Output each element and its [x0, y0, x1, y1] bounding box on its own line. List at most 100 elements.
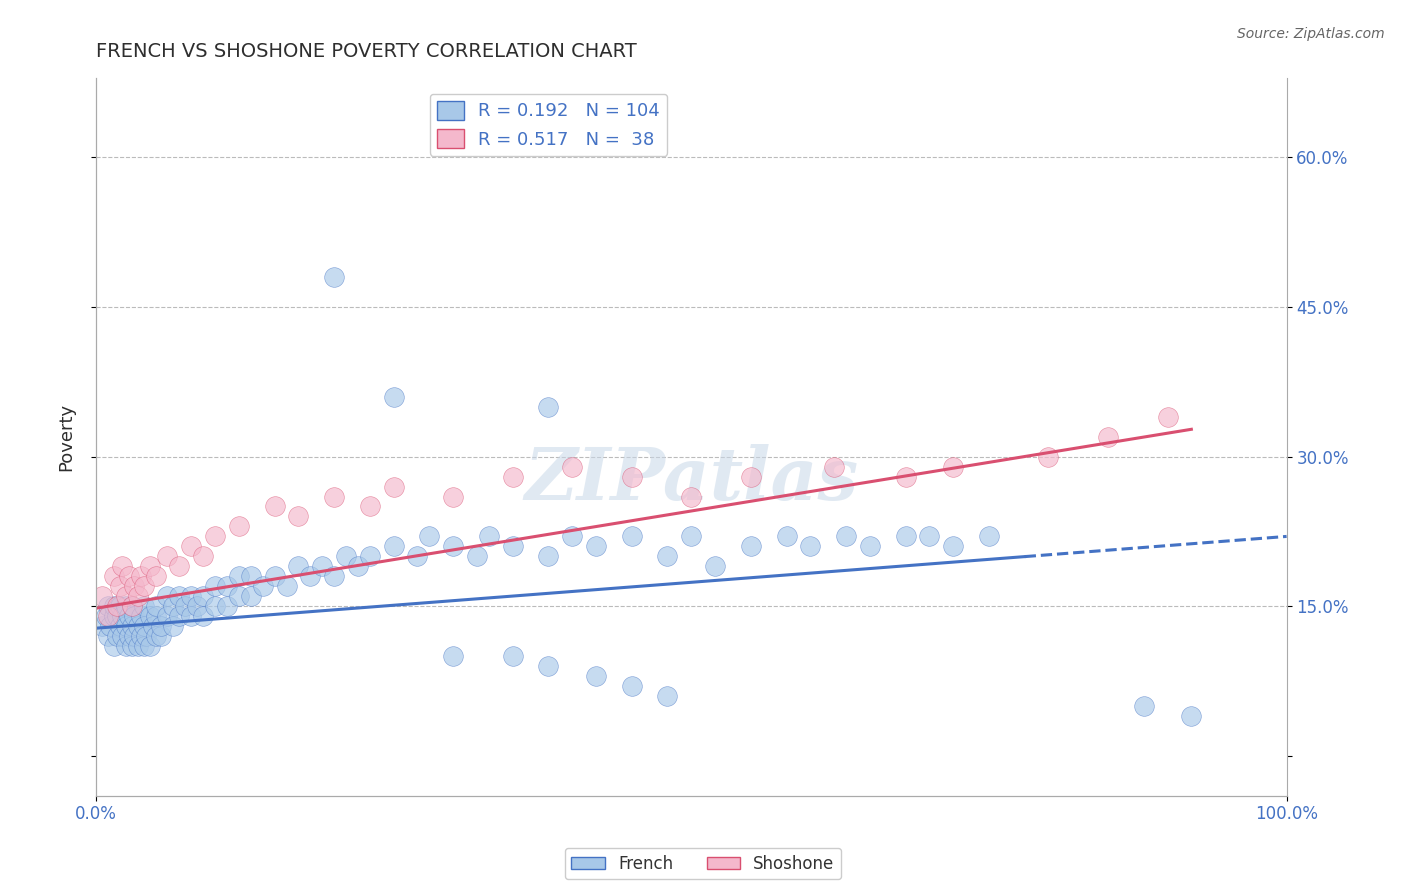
- Point: [111, 609, 134, 624]
- Point: [186, 599, 208, 614]
- Point: [441, 490, 464, 504]
- Point: [311, 559, 333, 574]
- Point: [478, 529, 501, 543]
- Point: [191, 609, 214, 624]
- Point: [740, 469, 762, 483]
- Point: [406, 549, 429, 564]
- Point: [835, 529, 858, 543]
- Point: [138, 559, 160, 574]
- Point: [382, 479, 405, 493]
- Point: [620, 679, 643, 693]
- Point: [323, 569, 346, 583]
- Point: [180, 609, 202, 624]
- Point: [108, 619, 131, 633]
- Point: [132, 619, 155, 633]
- Point: [121, 639, 143, 653]
- Point: [215, 599, 238, 614]
- Point: [441, 649, 464, 664]
- Point: [441, 540, 464, 554]
- Point: [263, 569, 285, 583]
- Point: [347, 559, 370, 574]
- Point: [156, 589, 179, 603]
- Point: [335, 549, 357, 564]
- Point: [561, 529, 583, 543]
- Point: [135, 629, 157, 643]
- Point: [103, 639, 125, 653]
- Point: [894, 469, 917, 483]
- Y-axis label: Poverty: Poverty: [58, 402, 75, 471]
- Point: [585, 669, 607, 683]
- Point: [323, 270, 346, 285]
- Point: [97, 629, 120, 643]
- Point: [127, 589, 149, 603]
- Point: [287, 559, 309, 574]
- Point: [1038, 450, 1060, 464]
- Point: [228, 589, 250, 603]
- Point: [98, 619, 121, 633]
- Point: [942, 540, 965, 554]
- Point: [1156, 409, 1178, 424]
- Text: FRENCH VS SHOSHONE POVERTY CORRELATION CHART: FRENCH VS SHOSHONE POVERTY CORRELATION C…: [96, 42, 637, 61]
- Point: [859, 540, 882, 554]
- Point: [108, 579, 131, 593]
- Point: [204, 529, 226, 543]
- Point: [191, 549, 214, 564]
- Point: [681, 529, 703, 543]
- Point: [537, 400, 560, 414]
- Point: [228, 569, 250, 583]
- Point: [91, 619, 114, 633]
- Point: [94, 609, 117, 624]
- Point: [132, 599, 155, 614]
- Point: [107, 609, 129, 624]
- Point: [127, 619, 149, 633]
- Point: [174, 599, 197, 614]
- Point: [502, 540, 524, 554]
- Point: [138, 639, 160, 653]
- Point: [775, 529, 797, 543]
- Point: [107, 629, 129, 643]
- Point: [382, 390, 405, 404]
- Point: [537, 549, 560, 564]
- Point: [129, 609, 152, 624]
- Point: [150, 629, 173, 643]
- Point: [132, 639, 155, 653]
- Point: [103, 599, 125, 614]
- Point: [97, 599, 120, 614]
- Point: [156, 609, 179, 624]
- Point: [704, 559, 727, 574]
- Point: [145, 569, 167, 583]
- Point: [323, 490, 346, 504]
- Point: [121, 599, 143, 614]
- Point: [122, 629, 145, 643]
- Point: [657, 549, 679, 564]
- Point: [204, 599, 226, 614]
- Point: [97, 609, 120, 624]
- Point: [103, 569, 125, 583]
- Point: [118, 609, 141, 624]
- Point: [132, 579, 155, 593]
- Point: [620, 469, 643, 483]
- Point: [108, 599, 131, 614]
- Point: [215, 579, 238, 593]
- Point: [150, 619, 173, 633]
- Point: [169, 589, 191, 603]
- Point: [156, 549, 179, 564]
- Point: [145, 629, 167, 643]
- Point: [114, 639, 136, 653]
- Point: [103, 609, 125, 624]
- Point: [129, 569, 152, 583]
- Legend: R = 0.192   N = 104, R = 0.517   N =  38: R = 0.192 N = 104, R = 0.517 N = 38: [430, 94, 668, 156]
- Point: [239, 589, 262, 603]
- Point: [681, 490, 703, 504]
- Point: [162, 599, 184, 614]
- Point: [359, 549, 381, 564]
- Point: [118, 629, 141, 643]
- Point: [91, 589, 114, 603]
- Point: [1132, 698, 1154, 713]
- Legend: French, Shoshone: French, Shoshone: [565, 848, 841, 880]
- Point: [382, 540, 405, 554]
- Point: [114, 619, 136, 633]
- Point: [145, 609, 167, 624]
- Point: [561, 459, 583, 474]
- Point: [918, 529, 941, 543]
